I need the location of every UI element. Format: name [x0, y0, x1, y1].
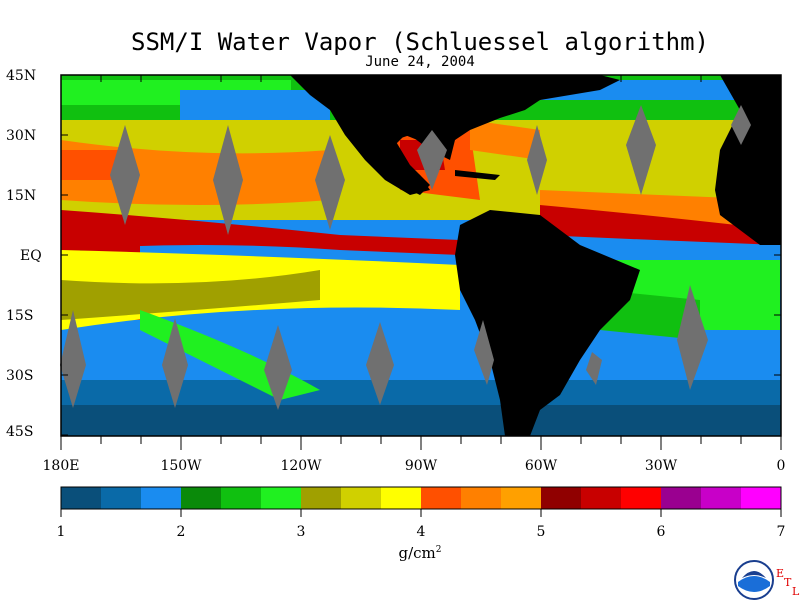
- south-america: [455, 210, 640, 436]
- colorbar-ticks: [60, 509, 782, 517]
- lon-label-120w: 120W: [280, 458, 322, 474]
- lat-label-eq: EQ: [20, 248, 42, 264]
- map-date: June 24, 2004: [365, 54, 475, 70]
- itcz-band: [61, 210, 460, 255]
- units-text: g/cm: [398, 544, 436, 562]
- colorbar-swatch: [461, 487, 502, 509]
- colorbar-swatch: [101, 487, 142, 509]
- lat-label-30n: 30N: [6, 128, 37, 144]
- lat-ticks: [61, 74, 781, 436]
- lat-label-45s: 45S: [6, 424, 34, 440]
- etl-letter-t: T: [784, 576, 792, 589]
- lon-label-90w: 90W: [404, 458, 438, 474]
- lon-label-150w: 150W: [160, 458, 202, 474]
- colorbar-label-6: 6: [656, 524, 666, 540]
- colorbar-label-4: 4: [416, 524, 426, 540]
- colorbar-label-2: 2: [176, 524, 186, 540]
- africa: [715, 75, 781, 245]
- colorbar-swatch: [741, 487, 782, 509]
- colorbar-swatch: [621, 487, 662, 509]
- lon-label-30w: 30W: [644, 458, 678, 474]
- lat-label-30s: 30S: [6, 368, 34, 384]
- colorbar-swatch: [301, 487, 342, 509]
- colorbar-label-3: 3: [296, 524, 306, 540]
- colorbar-swatch: [501, 487, 542, 509]
- data-gaps: [60, 105, 751, 410]
- colorbar-label-1: 1: [56, 524, 66, 540]
- noaa-logo[interactable]: [734, 560, 774, 600]
- map-title: SSM/I Water Vapor (Schluessel algorithm): [131, 28, 709, 56]
- colorbar-swatch: [581, 487, 622, 509]
- colorbar-swatch: [381, 487, 422, 509]
- europe-tip: [760, 75, 781, 100]
- lon-ticks: [60, 75, 782, 450]
- colorbar-swatch: [541, 487, 582, 509]
- lat-label-15s: 15S: [6, 308, 34, 324]
- etl-letter-l: L: [792, 585, 800, 598]
- colorbar-swatch: [661, 487, 702, 509]
- colorbar-swatch: [141, 487, 182, 509]
- lon-label-0: 0: [776, 458, 786, 474]
- colorbar-swatch: [701, 487, 742, 509]
- colorbar-units: g/cm2: [370, 544, 470, 562]
- colorbar-label-7: 7: [776, 524, 786, 540]
- cuba: [455, 170, 500, 180]
- colorbar-swatch: [221, 487, 262, 509]
- colorbar-swatch: [61, 487, 102, 509]
- colorbar-swatch: [341, 487, 382, 509]
- units-superscript: 2: [435, 545, 442, 555]
- landmasses: [285, 75, 781, 436]
- lon-label-60w: 60W: [524, 458, 558, 474]
- lat-label-45n: 45N: [6, 68, 37, 84]
- etl-letter-e: E: [776, 567, 785, 580]
- colorbar-label-5: 5: [536, 524, 546, 540]
- colorbar-swatch: [261, 487, 302, 509]
- colorbar: [61, 487, 782, 509]
- colorbar-swatch: [421, 487, 462, 509]
- lon-label-180e: 180E: [42, 458, 80, 474]
- colorbar-swatch: [181, 487, 222, 509]
- lat-label-15n: 15N: [6, 188, 37, 204]
